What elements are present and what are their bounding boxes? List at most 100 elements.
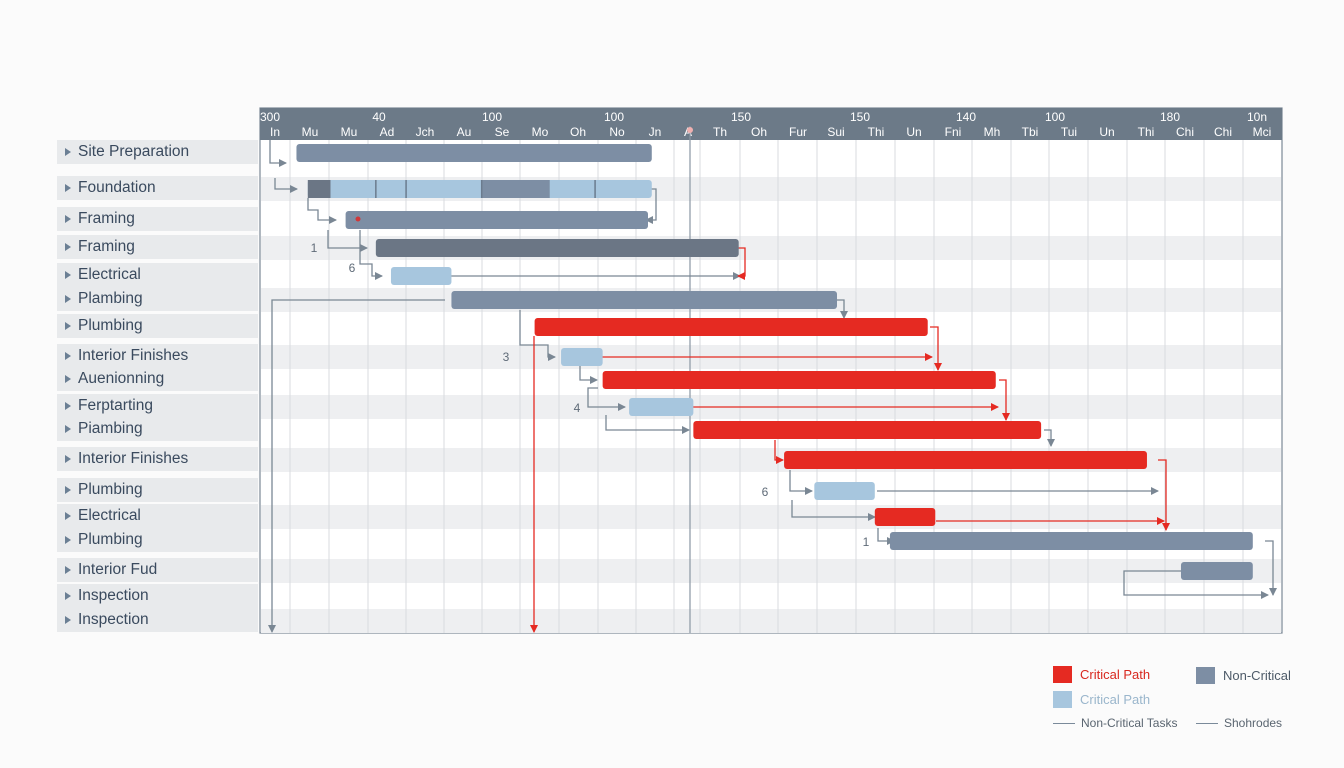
expand-arrow-icon[interactable] (65, 536, 71, 544)
task-row[interactable]: Site Preparation (57, 140, 258, 164)
expand-arrow-icon[interactable] (65, 271, 71, 279)
legend-label-non-critical-tasks: Non-Critical Tasks (1081, 716, 1178, 730)
task-label: Framing (78, 238, 135, 255)
legend-line-swatch (1196, 722, 1218, 724)
row-stripe (261, 505, 1281, 529)
milestone-dot (355, 216, 361, 222)
dependency-label: 6 (349, 261, 356, 275)
expand-arrow-icon[interactable] (65, 184, 71, 192)
scale-label: Oh (570, 125, 586, 139)
legend-label-critical-path: Critical Path (1080, 667, 1151, 682)
critical-task-bar (784, 451, 1147, 469)
task-row[interactable]: Interior Fud (57, 558, 258, 582)
task-row[interactable]: Ferptarting (57, 394, 258, 418)
task-bar (629, 398, 694, 416)
expand-arrow-icon[interactable] (65, 425, 71, 433)
task-row[interactable]: Electrical (57, 263, 258, 287)
task-row[interactable]: Interior Finishes (57, 344, 258, 368)
task-row[interactable]: Inspection (57, 584, 258, 608)
expand-arrow-icon[interactable] (65, 616, 71, 624)
critical-dependency-line (930, 326, 942, 371)
task-bar (345, 211, 648, 229)
task-row[interactable]: Plambing (57, 287, 258, 311)
expand-arrow-icon[interactable] (65, 592, 71, 600)
scale-number: 300 (260, 110, 280, 124)
dependency-line (791, 500, 876, 521)
dependency-label: 4 (574, 401, 581, 415)
task-row[interactable]: Framing (57, 207, 258, 231)
legend-swatch-non-critical (1196, 667, 1215, 684)
scale-label: Fur (789, 125, 807, 139)
expand-arrow-icon[interactable] (65, 215, 71, 223)
task-row[interactable]: Inspection (57, 608, 258, 632)
task-label: Electrical (78, 507, 141, 524)
task-bar (296, 144, 652, 162)
expand-arrow-icon[interactable] (65, 148, 71, 156)
dependency-line (587, 387, 626, 411)
expand-arrow-icon[interactable] (65, 402, 71, 410)
scale-label: Se (495, 125, 510, 139)
scale-label: Jn (649, 125, 662, 139)
scale-label: Sui (827, 125, 844, 139)
timeline-header (260, 108, 1282, 140)
task-row[interactable]: Electrical (57, 504, 258, 528)
scale-label: Ad (380, 125, 395, 139)
task-row[interactable]: Foundation (57, 176, 258, 200)
scale-label: Au (457, 125, 472, 139)
task-row[interactable]: Auenionning (57, 367, 258, 391)
scale-label: Chi (1176, 125, 1194, 139)
task-row[interactable]: Plumbing (57, 478, 258, 502)
expand-arrow-icon[interactable] (65, 566, 71, 574)
task-bar-segment (307, 180, 331, 198)
scale-label: Tui (1061, 125, 1077, 139)
dependency-label: 1 (311, 241, 318, 255)
legend-item-shohrodes: Shohrodes (1196, 716, 1282, 730)
expand-arrow-icon[interactable] (65, 352, 71, 360)
expand-arrow-icon[interactable] (65, 375, 71, 383)
task-row[interactable]: Piambing (57, 417, 258, 441)
critical-task-bar (602, 371, 996, 389)
scale-label: Un (906, 125, 921, 139)
scale-label: Thi (1138, 125, 1155, 139)
legend-label-non-critical: Non-Critical (1223, 668, 1291, 683)
legend-label-shohrodes: Shohrodes (1224, 716, 1283, 730)
scale-number: 100 (482, 110, 502, 124)
dependency-line (836, 299, 848, 319)
critical-dependency-line (737, 247, 746, 280)
task-row[interactable]: Plumbing (57, 528, 258, 552)
scale-label: Thi (868, 125, 885, 139)
expand-arrow-icon[interactable] (65, 512, 71, 520)
task-list: Site Preparation Foundation Framing Framing… (0, 0, 262, 768)
dependency-line (789, 470, 813, 495)
critical-task-bar (874, 508, 936, 526)
dependency-line (274, 178, 298, 193)
scale-label: Th (713, 125, 727, 139)
scale-number: 180 (1160, 110, 1180, 124)
scale-label: Mh (984, 125, 1001, 139)
scale-label: Fni (945, 125, 962, 139)
expand-arrow-icon[interactable] (65, 243, 71, 251)
task-label: Framing (78, 210, 135, 227)
task-bar-segmented (307, 180, 652, 198)
task-label: Electrical (78, 266, 141, 283)
dependency-line (307, 198, 337, 224)
critical-dependency-line (1158, 459, 1170, 531)
task-row[interactable]: Plumbing (57, 314, 258, 338)
expand-arrow-icon[interactable] (65, 455, 71, 463)
dependency-label: 1 (863, 535, 870, 549)
expand-arrow-icon[interactable] (65, 295, 71, 303)
scale-number: 150 (731, 110, 751, 124)
dependency-line (645, 188, 657, 224)
task-label: Auenionning (78, 370, 165, 387)
legend-label-critical-path-light: Critical Path (1080, 692, 1151, 707)
scale-label: In (270, 125, 280, 139)
critical-dependency-line (774, 440, 784, 464)
task-row[interactable]: Interior Finishes (57, 447, 258, 471)
expand-arrow-icon[interactable] (65, 486, 71, 494)
scale-number: 140 (956, 110, 976, 124)
task-row[interactable]: Framing (57, 235, 258, 259)
task-bar (451, 291, 837, 309)
expand-arrow-icon[interactable] (65, 322, 71, 330)
scale-label: Mo (532, 125, 549, 139)
critical-dependency-line (999, 379, 1010, 421)
